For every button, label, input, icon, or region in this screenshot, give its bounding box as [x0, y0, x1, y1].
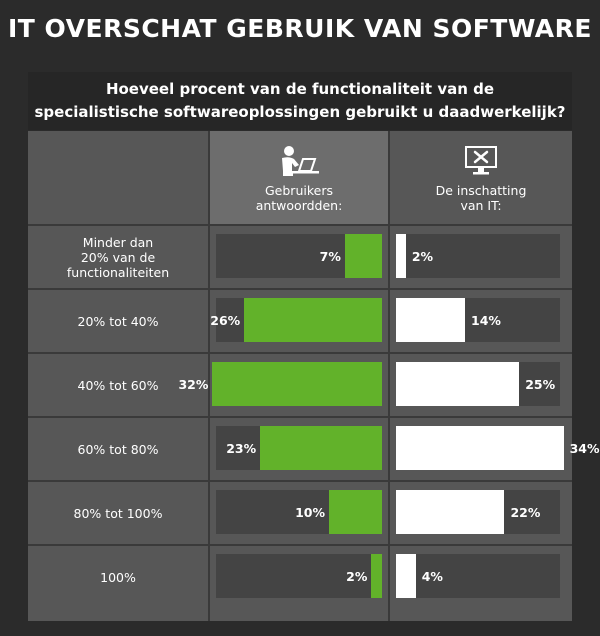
it-bar-track: 14% [396, 298, 560, 342]
users-bar [371, 554, 382, 598]
header-it-line-2: van IT: [460, 198, 502, 213]
header-it: De inschatting van IT: [390, 131, 572, 224]
row-divider [28, 480, 572, 482]
it-bar-track: 22% [396, 490, 560, 534]
question-line-2: specialistische softwareoplossingen gebr… [34, 103, 566, 121]
users-bar-track: 32% [178, 362, 382, 406]
row-label: 80% tot 100% [28, 482, 208, 544]
row-label: 60% tot 80% [28, 418, 208, 480]
users-value-label: 26% [210, 312, 241, 328]
it-bar [396, 490, 505, 534]
row-divider [28, 288, 572, 290]
users-bar-track: 7% [216, 234, 382, 278]
person-at-laptop-icon [282, 146, 319, 176]
survey-question: Hoeveel procent van de functionaliteit v… [28, 72, 572, 130]
users-value-label: 10% [295, 504, 325, 520]
users-bar-track: 26% [210, 298, 382, 342]
row-label: 40% tot 60% [28, 354, 208, 416]
header-it-line-1: De inschatting [435, 183, 527, 198]
it-bar [396, 426, 564, 470]
users-value-label: 32% [178, 376, 209, 392]
row-label-line: 80% tot 100% [73, 505, 163, 521]
users-bar-track: 2% [216, 554, 382, 598]
row-label-line: 20% tot 40% [77, 313, 159, 329]
question-line-1: Hoeveel procent van de functionaliteit v… [105, 80, 495, 98]
monitor-with-tools-icon [465, 146, 497, 175]
row-label-line: 100% [100, 569, 136, 585]
it-bar [396, 234, 406, 278]
users-bar [244, 298, 382, 342]
row-label-line: functionaliteiten [66, 264, 170, 280]
it-bar [396, 298, 465, 342]
users-bar [329, 490, 382, 534]
row-label-line: 60% tot 80% [77, 441, 159, 457]
users-value-label: 2% [346, 568, 368, 584]
column-divider [208, 131, 210, 621]
it-bar [396, 554, 416, 598]
it-bar-track: 25% [396, 362, 560, 406]
it-value-label: 4% [421, 568, 443, 584]
users-value-label: 7% [319, 248, 341, 264]
row-divider [28, 416, 572, 418]
row-label-line: Minder dan [82, 234, 154, 250]
header-users: Gebruikers antwoordden: [210, 131, 388, 224]
row-divider [28, 352, 572, 354]
row-divider [28, 224, 572, 226]
row-label: 20% tot 40% [28, 290, 208, 352]
it-value-label: 25% [525, 376, 556, 392]
it-bar [396, 362, 520, 406]
users-bar [260, 426, 382, 470]
it-value-label: 14% [471, 312, 501, 328]
it-bar-track: 4% [396, 554, 560, 598]
header-users-line-1: Gebruikers [265, 183, 333, 198]
comparison-table: Gebruikers antwoordden: De inschatting v… [28, 131, 600, 621]
row-label: 100% [28, 546, 208, 608]
users-bar [212, 362, 382, 406]
row-label-line: 40% tot 60% [77, 377, 159, 393]
it-bar-track: 2% [396, 234, 560, 278]
it-value-label: 22% [510, 504, 541, 520]
users-value-label: 23% [226, 440, 257, 456]
row-label-line: 20% van de [80, 249, 156, 265]
row-divider [28, 544, 572, 546]
it-value-label: 34% [569, 440, 600, 456]
header-users-line-2: antwoordden: [255, 198, 343, 213]
users-bar-track: 10% [216, 490, 382, 534]
users-bar [344, 234, 382, 278]
row-label: Minder dan 20% van de functionaliteiten [28, 226, 208, 288]
page-title: IT OVERSCHAT GEBRUIK VAN SOFTWARE [8, 14, 592, 43]
users-bar-track: 23% [216, 426, 382, 470]
it-value-label: 2% [411, 248, 434, 264]
it-bar-track: 34% [396, 426, 600, 470]
column-divider [388, 131, 390, 621]
